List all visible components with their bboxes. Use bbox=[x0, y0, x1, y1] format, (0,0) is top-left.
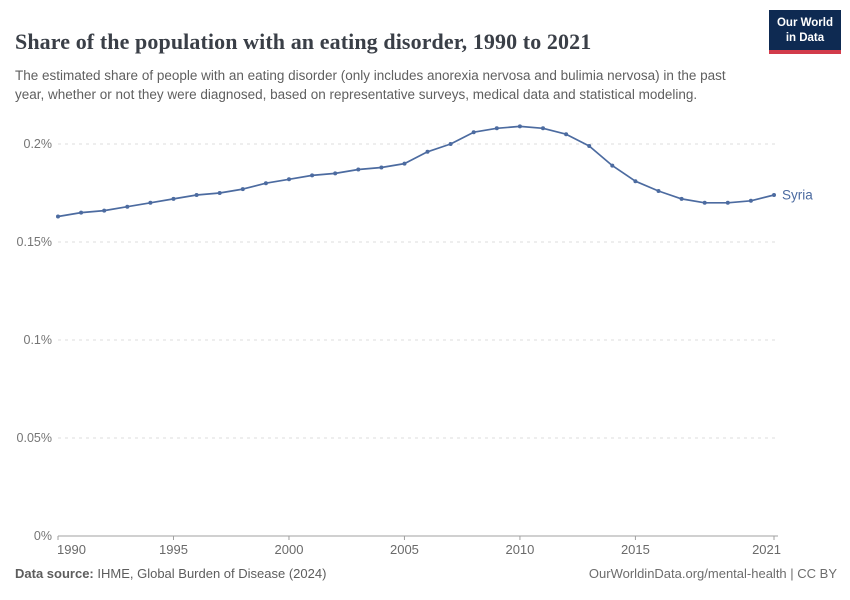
chart-subtitle: The estimated share of people with an ea… bbox=[15, 67, 726, 102]
data-point[interactable] bbox=[171, 196, 176, 201]
y-tick-label: 0.15% bbox=[17, 235, 52, 249]
data-point[interactable] bbox=[425, 149, 430, 154]
series-label-syria[interactable]: Syria bbox=[782, 187, 813, 202]
x-tick-label: 2010 bbox=[505, 542, 534, 557]
x-tick-label: 2021 bbox=[752, 542, 781, 557]
data-point[interactable] bbox=[102, 208, 107, 213]
data-point[interactable] bbox=[379, 165, 384, 170]
credit-link[interactable]: OurWorldinData.org/mental-health | CC BY bbox=[588, 566, 837, 581]
data-point[interactable] bbox=[610, 163, 615, 168]
x-tick-label: 1990 bbox=[57, 542, 86, 557]
data-point[interactable] bbox=[287, 177, 291, 182]
data-source-value: IHME, Global Burden of Disease (2024) bbox=[93, 566, 327, 581]
data-point[interactable] bbox=[448, 142, 453, 146]
data-point[interactable] bbox=[148, 200, 153, 205]
page-title: Share of the population with an eating d… bbox=[15, 28, 592, 54]
data-point[interactable] bbox=[517, 124, 522, 129]
chart-footer: Data source: IHME, Global Burden of Dise… bbox=[15, 566, 837, 581]
data-point[interactable] bbox=[679, 196, 684, 201]
owid-logo-line2: in Data bbox=[785, 31, 825, 44]
y-tick-label: 0.2% bbox=[24, 137, 53, 151]
data-point[interactable] bbox=[748, 198, 753, 203]
owid-logo[interactable]: Our World in Data bbox=[768, 10, 841, 54]
data-point[interactable] bbox=[725, 200, 730, 205]
y-tick-label: 0% bbox=[34, 529, 52, 543]
x-tick-label: 2015 bbox=[621, 542, 650, 557]
data-point[interactable] bbox=[217, 191, 222, 195]
x-tick-label: 2000 bbox=[275, 542, 304, 557]
trend-line-syria bbox=[57, 125, 775, 218]
y-tick-label: 0.1% bbox=[24, 333, 53, 347]
owid-logo-line1: Our World bbox=[776, 17, 833, 29]
data-point[interactable] bbox=[702, 200, 707, 205]
data-point[interactable] bbox=[541, 126, 545, 131]
data-point[interactable] bbox=[356, 167, 361, 172]
data-point[interactable] bbox=[333, 171, 338, 176]
data-source: Data source: IHME, Global Burden of Dise… bbox=[15, 566, 326, 581]
data-point[interactable] bbox=[310, 173, 315, 178]
x-tick-label: 1995 bbox=[159, 542, 188, 557]
x-tick-label: 2005 bbox=[390, 542, 419, 557]
data-point[interactable] bbox=[125, 204, 130, 209]
data-source-label: Data source: bbox=[15, 566, 94, 581]
data-point[interactable] bbox=[564, 132, 569, 137]
data-point[interactable] bbox=[56, 214, 60, 219]
data-point[interactable] bbox=[240, 187, 245, 192]
data-point[interactable] bbox=[656, 189, 661, 193]
data-point[interactable] bbox=[263, 181, 268, 186]
data-point[interactable] bbox=[633, 179, 638, 184]
data-point[interactable] bbox=[194, 193, 199, 197]
data-point[interactable] bbox=[471, 130, 476, 135]
data-point[interactable] bbox=[772, 193, 776, 197]
line-chart[interactable]: 0% 0.05% 0.1% 0.15% 0.2% 1990 1995 2000 2005 2010… bbox=[0, 110, 850, 560]
data-point[interactable] bbox=[79, 210, 84, 215]
y-tick-label: 0.05% bbox=[17, 431, 52, 445]
data-point[interactable] bbox=[587, 144, 592, 148]
data-point[interactable] bbox=[402, 161, 407, 166]
data-point[interactable] bbox=[494, 126, 499, 131]
